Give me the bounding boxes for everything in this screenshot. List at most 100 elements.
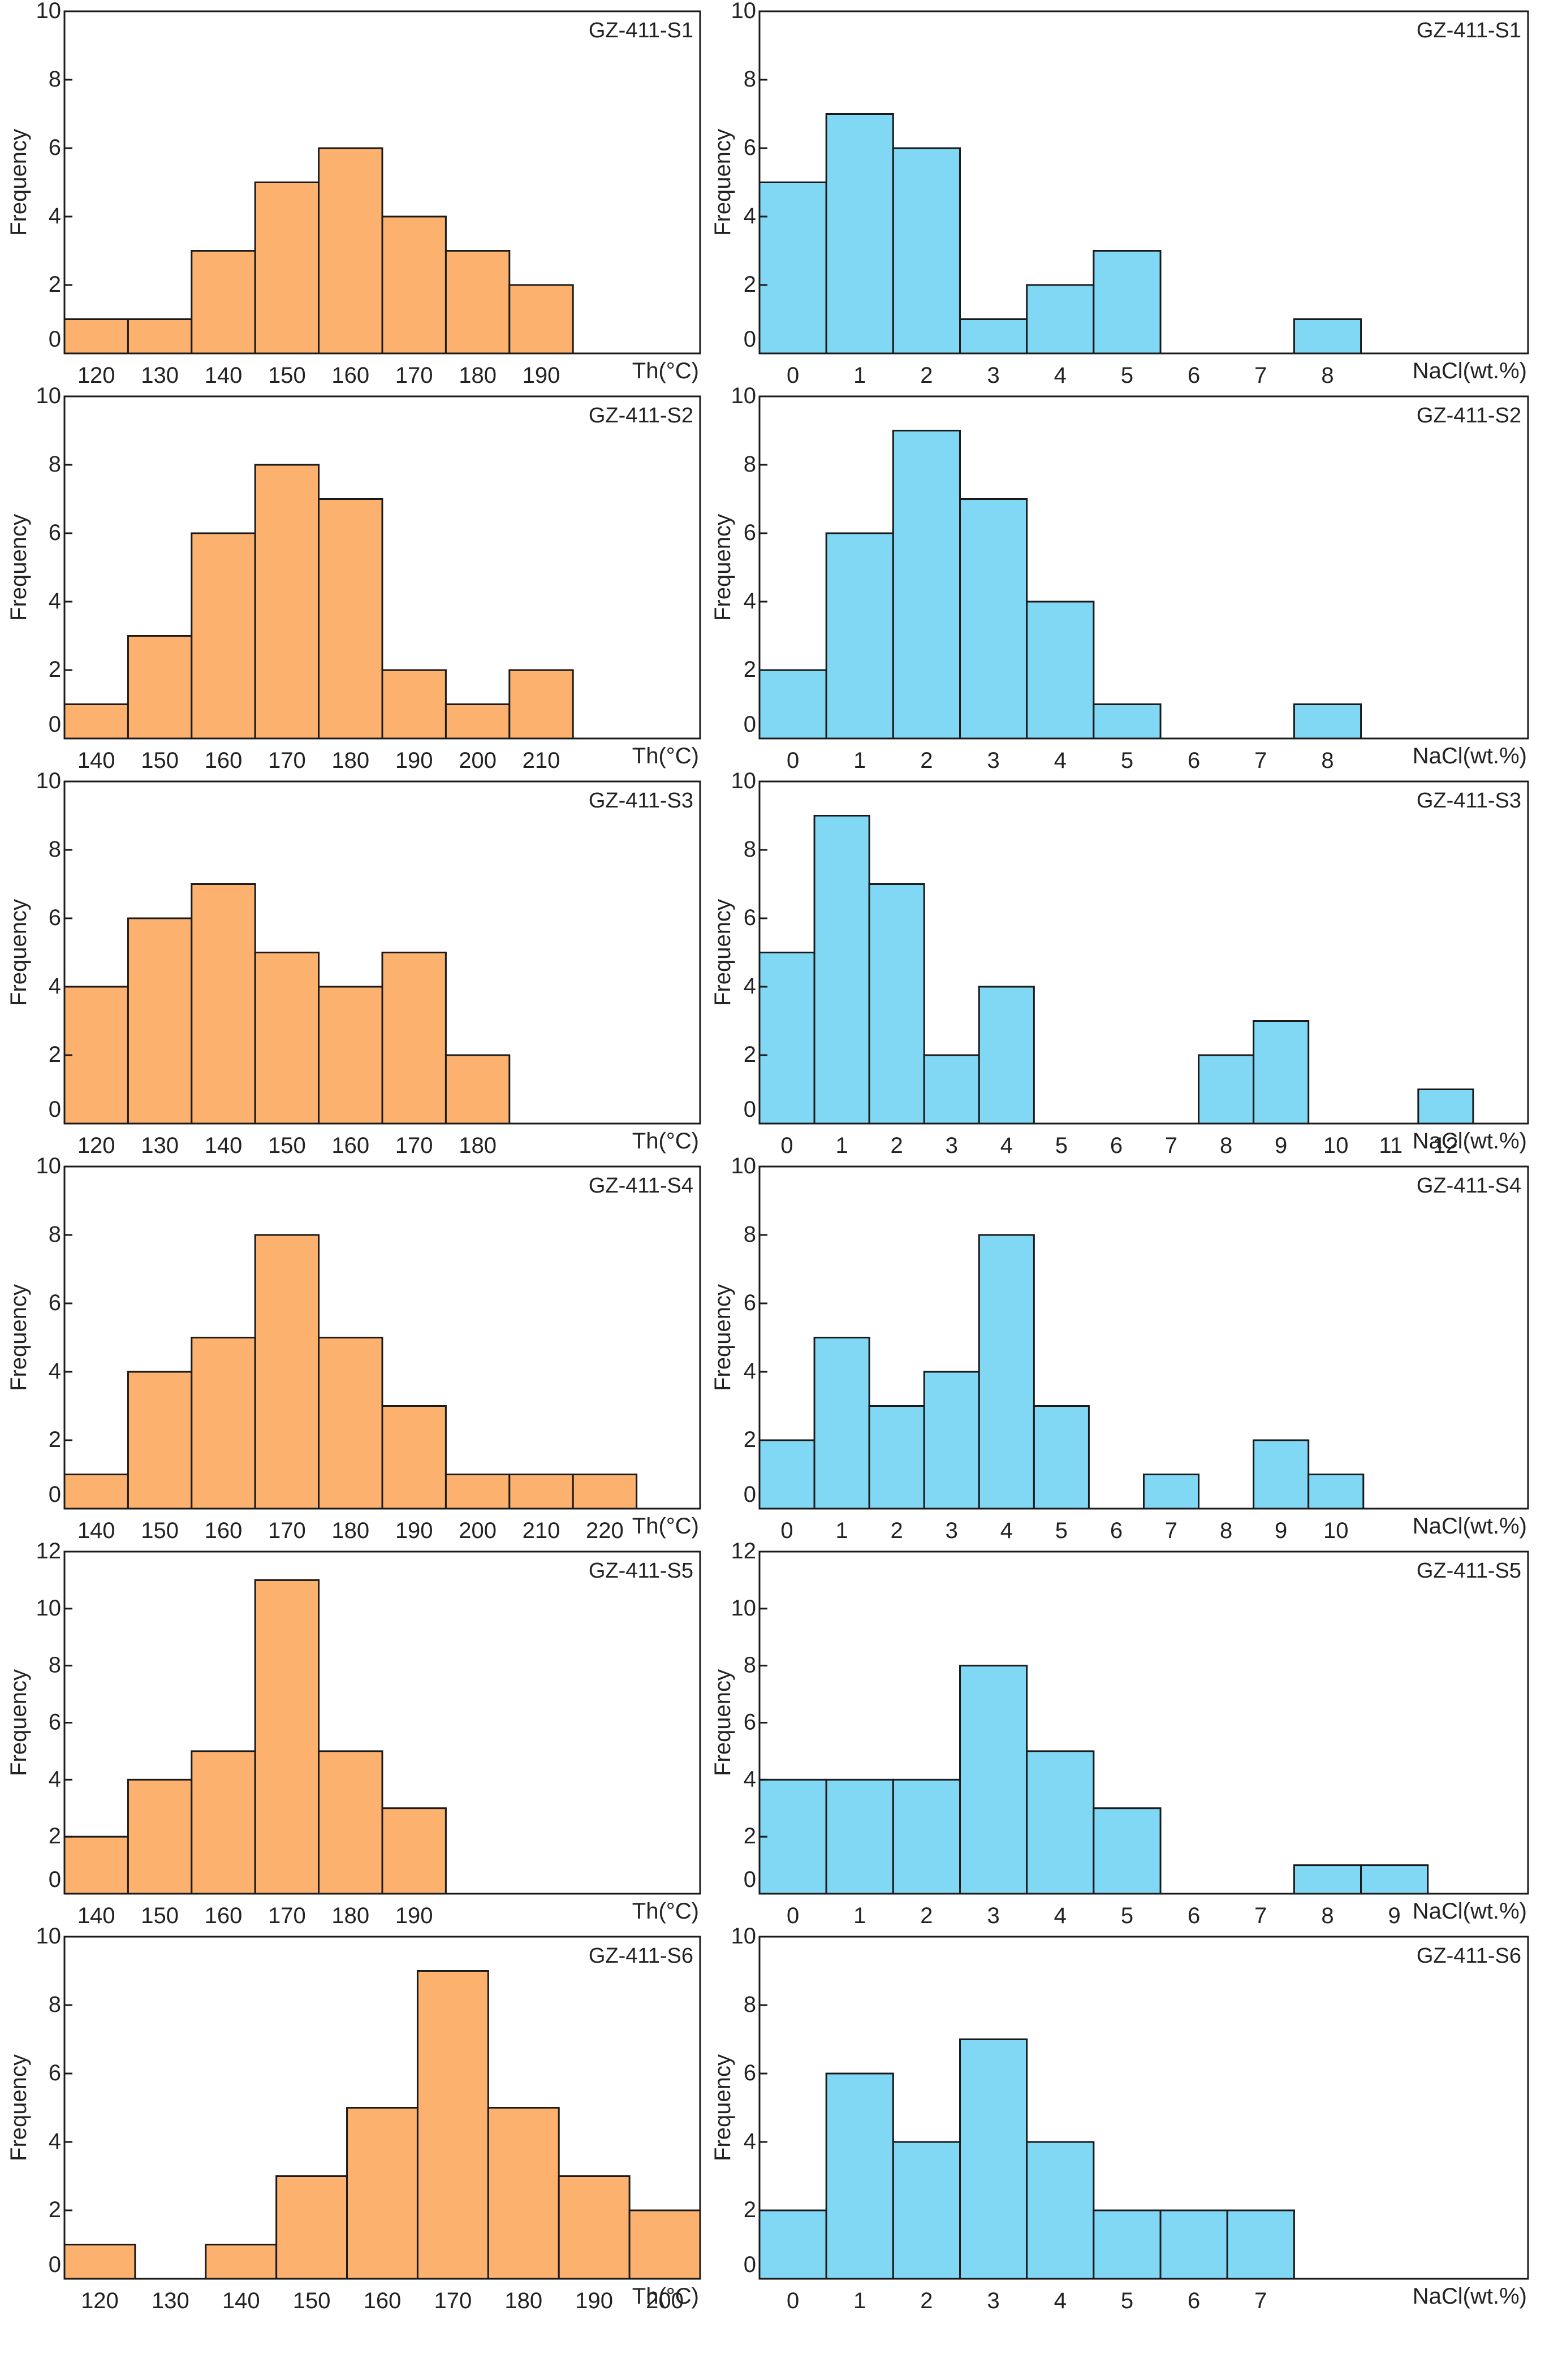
x-tick-label: 8 xyxy=(1220,1133,1232,1158)
x-tick-label: 9 xyxy=(1275,1133,1287,1158)
bar-gz-411-s5-nacl-1 xyxy=(825,1778,894,1895)
y-axis-label: Frequency xyxy=(6,129,31,236)
x-tick-label: 1 xyxy=(853,363,866,388)
x-tick-label: 120 xyxy=(77,1133,115,1158)
y-tick-label: 8 xyxy=(49,67,61,92)
x-tick-label: 130 xyxy=(152,2288,189,2313)
y-tick-label: 2 xyxy=(744,1042,756,1067)
y-tick-label: 10 xyxy=(36,768,62,793)
x-tick-label: 160 xyxy=(331,363,369,388)
x-tick-label: 6 xyxy=(1110,1518,1123,1543)
x-tick-label: 4 xyxy=(1054,748,1067,773)
y-tick-label: 4 xyxy=(744,1359,756,1384)
x-tick-label: 5 xyxy=(1055,1133,1068,1158)
bar-gz-411-s3-th-140 xyxy=(191,883,256,1125)
x-tick-label: 4 xyxy=(1000,1133,1013,1158)
y-tick-label: 8 xyxy=(744,1992,756,2017)
x-tick-label: 0 xyxy=(780,1133,793,1158)
x-tick-label: 7 xyxy=(1254,748,1267,773)
x-tick-label: 9 xyxy=(1388,1903,1401,1928)
y-axis-label: Frequency xyxy=(6,1284,31,1391)
x-tick-label: 2 xyxy=(920,2288,933,2313)
y-tick-label: 6 xyxy=(744,520,756,545)
bar-gz-411-s3-nacl-4 xyxy=(978,986,1035,1125)
x-tick-label: 180 xyxy=(331,1903,369,1928)
bar-gz-411-s5-th-170 xyxy=(254,1579,320,1895)
bar-gz-411-s5-nacl-5 xyxy=(1093,1807,1162,1895)
x-tick-label: 10 xyxy=(1323,1518,1349,1543)
y-tick-label: 2 xyxy=(49,2197,61,2222)
chart-panel-gz-411-s4-th: 0 2 4 6 8 10 140 150 160 170 180 190 200 210 220 Th(°C)… xyxy=(6,1154,701,1543)
bar-gz-411-s6-th-170 xyxy=(416,1970,489,2280)
bar-gz-411-s2-nacl-4 xyxy=(1026,601,1095,740)
bar-gz-411-s4-nacl-5 xyxy=(1033,1405,1090,1510)
y-tick-label: 2 xyxy=(49,1824,61,1848)
x-tick-label: 2 xyxy=(920,1903,933,1928)
bar-gz-411-s4-th-170 xyxy=(254,1234,320,1510)
y-tick-label: 8 xyxy=(744,837,756,862)
x-tick-label: 0 xyxy=(787,2288,799,2313)
x-tick-label: 200 xyxy=(459,748,497,773)
x-axis-label: NaCl(wt.%) xyxy=(1413,1129,1527,1154)
x-tick-label: 4 xyxy=(1000,1518,1013,1543)
bar-gz-411-s3-nacl-0 xyxy=(758,952,815,1125)
y-tick-label: 4 xyxy=(744,589,756,614)
x-tick-label: 150 xyxy=(293,2288,331,2313)
bar-gz-411-s2-th-180 xyxy=(318,498,383,740)
bar-gz-411-s6-th-120 xyxy=(63,2244,136,2280)
x-tick-label: 190 xyxy=(575,2288,613,2313)
x-tick-label: 2 xyxy=(920,748,933,773)
y-tick-label: 6 xyxy=(49,1290,61,1315)
y-tick-label: 10 xyxy=(36,1924,62,1949)
bar-gz-411-s6-th-160 xyxy=(346,2107,418,2280)
bar-gz-411-s2-th-200 xyxy=(444,703,511,740)
y-axis-label: Frequency xyxy=(710,1284,735,1391)
x-tick-label: 11 xyxy=(1379,1133,1403,1158)
x-tick-label: 2 xyxy=(891,1133,903,1158)
x-tick-label: 4 xyxy=(1054,2288,1067,2313)
x-tick-label: 6 xyxy=(1188,1903,1200,1928)
bar-gz-411-s2-nacl-5 xyxy=(1093,703,1162,740)
bar-gz-411-s4-th-160 xyxy=(191,1337,256,1510)
x-tick-label: 170 xyxy=(268,748,306,773)
bar-gz-411-s6-nacl-7 xyxy=(1226,2209,1295,2280)
bar-gz-411-s6-nacl-2 xyxy=(892,2141,961,2280)
bar-gz-411-s5-nacl-4 xyxy=(1026,1750,1095,1895)
x-tick-label: 1 xyxy=(835,1133,848,1158)
x-tick-label: 190 xyxy=(523,363,560,388)
bar-gz-411-s4-nacl-7 xyxy=(1143,1474,1200,1510)
y-tick-label: 0 xyxy=(744,2252,756,2277)
y-tick-label: 6 xyxy=(744,135,756,160)
bar-gz-411-s3-th-180 xyxy=(444,1054,511,1125)
y-tick-label: 6 xyxy=(49,1710,61,1735)
y-tick-label: 10 xyxy=(731,1924,757,1949)
y-axis-label: Frequency xyxy=(710,514,735,621)
bar-gz-411-s3-nacl-1 xyxy=(813,815,870,1125)
bar-gz-411-s5-th-160 xyxy=(191,1750,256,1895)
x-tick-label: 180 xyxy=(331,1518,369,1543)
y-tick-label: 6 xyxy=(49,905,61,930)
y-tick-label: 10 xyxy=(36,1154,62,1178)
panel-title: GZ-411-S5 xyxy=(589,1559,693,1583)
x-tick-label: 120 xyxy=(81,2288,119,2313)
y-tick-label: 10 xyxy=(731,1596,757,1621)
x-tick-label: 6 xyxy=(1188,2288,1200,2313)
bar-gz-411-s1-th-120 xyxy=(63,318,129,355)
y-tick-label: 8 xyxy=(744,1653,756,1678)
x-tick-label: 200 xyxy=(646,2288,684,2313)
x-tick-label: 170 xyxy=(395,1133,433,1158)
x-tick-label: 150 xyxy=(141,1518,179,1543)
y-tick-label: 6 xyxy=(744,2061,756,2085)
bar-gz-411-s2-th-140 xyxy=(63,703,129,740)
x-tick-label: 210 xyxy=(523,1518,560,1543)
bar-gz-411-s5-nacl-9 xyxy=(1360,1864,1429,1895)
y-tick-label: 0 xyxy=(744,1867,756,1892)
bar-gz-411-s4-nacl-3 xyxy=(923,1371,980,1510)
y-tick-label: 2 xyxy=(49,657,61,682)
y-tick-label: 6 xyxy=(49,135,61,160)
x-axis-label: Th(°C) xyxy=(632,1899,699,1924)
y-tick-label: 12 xyxy=(731,1539,757,1563)
y-tick-label: 4 xyxy=(49,1766,61,1791)
y-tick-label: 4 xyxy=(49,974,61,999)
